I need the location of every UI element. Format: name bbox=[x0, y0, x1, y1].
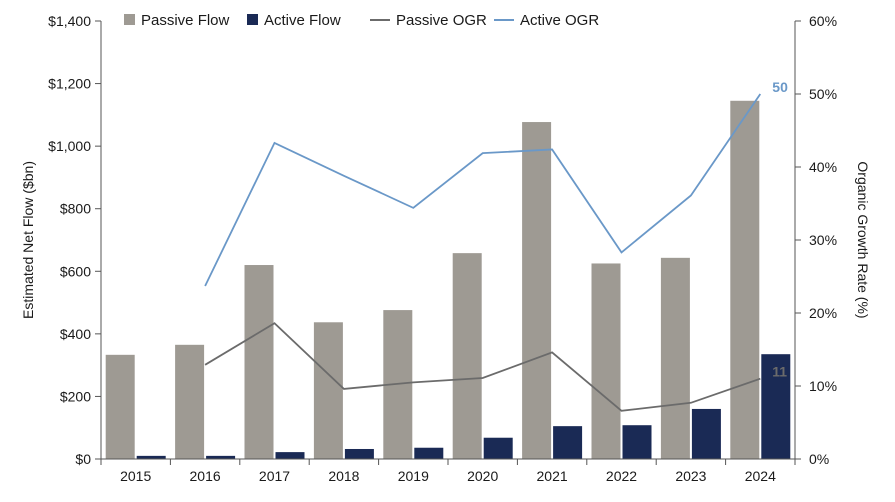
left-tick-label: $600 bbox=[60, 263, 91, 279]
active-flow-bar-2017 bbox=[275, 452, 305, 459]
right-tick-label: 50% bbox=[809, 86, 837, 102]
passive-flow-bar-2021 bbox=[522, 122, 552, 459]
x-tick-label: 2017 bbox=[259, 468, 290, 484]
legend-swatch-active-flow bbox=[247, 14, 258, 25]
annotation-label: 50 bbox=[772, 79, 788, 95]
x-tick-label: 2015 bbox=[120, 468, 151, 484]
passive-flow-bar-2020 bbox=[452, 253, 482, 459]
active-flow-bar-2016 bbox=[206, 455, 236, 459]
passive-flow-bar-2017 bbox=[244, 265, 274, 459]
x-tick-label: 2023 bbox=[675, 468, 706, 484]
x-tick-label: 2020 bbox=[467, 468, 498, 484]
annotation-label: 11 bbox=[772, 364, 787, 380]
active-flow-bar-2015 bbox=[136, 455, 166, 459]
right-tick-label: 60% bbox=[809, 13, 837, 29]
legend: Passive Flow Active Flow Passive OGR Active… bbox=[124, 12, 599, 29]
passive-flow-bar-2016 bbox=[175, 344, 205, 459]
right-axis-title: Organic Growth Rate (%) bbox=[855, 161, 871, 318]
legend-label-active-flow: Active Flow bbox=[264, 12, 341, 29]
axes: $0 $200 $400 $600 $800 $1,000 $1,200 $1,400 0% 10… bbox=[20, 13, 871, 484]
x-tick-label: 2016 bbox=[190, 468, 221, 484]
active-flow-bar-2020 bbox=[483, 437, 513, 459]
left-tick-label: $1,000 bbox=[48, 138, 91, 154]
annotations: 50 11 bbox=[772, 79, 788, 380]
left-tick-label: $1,400 bbox=[48, 13, 91, 29]
active-flow-bar-2018 bbox=[344, 448, 374, 459]
passive-flow-bar-2015 bbox=[105, 354, 135, 459]
right-tick-label: 40% bbox=[809, 159, 837, 175]
legend-label-passive-ogr: Passive OGR bbox=[396, 12, 487, 29]
passive-flow-bar-2018 bbox=[313, 322, 343, 459]
x-tick-label: 2024 bbox=[745, 468, 776, 484]
x-tick-label: 2019 bbox=[398, 468, 429, 484]
legend-swatch-passive-flow bbox=[124, 14, 135, 25]
active-flow-bar-2019 bbox=[414, 447, 444, 459]
left-tick-label: $0 bbox=[75, 451, 91, 467]
legend-label-passive-flow: Passive Flow bbox=[141, 12, 230, 29]
series-lines bbox=[204, 93, 762, 412]
active-flow-bar-2024 bbox=[761, 354, 791, 459]
x-tick-label: 2018 bbox=[328, 468, 359, 484]
passive-ogr-line bbox=[204, 322, 761, 412]
left-tick-label: $400 bbox=[60, 326, 91, 342]
passive-flow-bar-2023 bbox=[660, 257, 690, 459]
right-tick-label: 0% bbox=[809, 451, 829, 467]
passive-flow-bar-2022 bbox=[591, 263, 621, 459]
right-tick-label: 30% bbox=[809, 232, 837, 248]
right-tick-label: 20% bbox=[809, 305, 837, 321]
active-flow-bar-2022 bbox=[622, 425, 652, 459]
active-ogr-line bbox=[204, 93, 762, 287]
left-tick-label: $200 bbox=[60, 388, 91, 404]
x-tick-label: 2022 bbox=[606, 468, 637, 484]
left-tick-label: $1,200 bbox=[48, 76, 91, 92]
passive-flow-bar-2024 bbox=[730, 100, 760, 460]
left-axis-title: Estimated Net Flow ($bn) bbox=[20, 161, 36, 319]
right-tick-label: 10% bbox=[809, 378, 837, 394]
active-flow-bar-2023 bbox=[691, 408, 721, 459]
bars bbox=[105, 100, 791, 460]
x-tick-label: 2021 bbox=[537, 468, 568, 484]
left-tick-label: $800 bbox=[60, 201, 91, 217]
legend-label-active-ogr: Active OGR bbox=[520, 12, 599, 29]
active-flow-bar-2021 bbox=[553, 426, 583, 459]
